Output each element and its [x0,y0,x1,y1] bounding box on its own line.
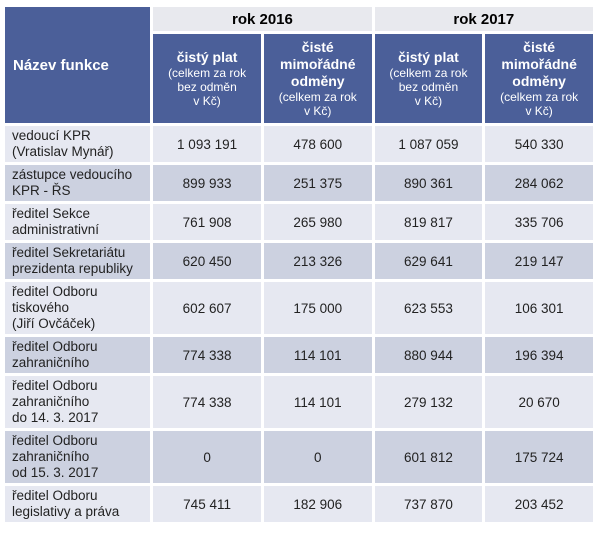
col-header-subtitle: (celkem za rok bez odměn v Kč) [389,66,468,108]
year-header-row: Název funkce rok 2016 rok 2017 [5,7,593,123]
value-cell-2016-odmeny: 213 326 [263,243,372,279]
col-header-subtitle: (celkem za rok bez odměn v Kč) [168,66,247,108]
value-cell-2017-plat: 623 553 [374,282,483,334]
col-header-title: čisté mimořádné odměny [501,39,577,89]
table-row: ředitel Odboru legislativy a práva 745 4… [5,486,593,522]
value-cell-2017-plat: 279 132 [374,376,483,428]
table-row: ředitel Sekce administrativní 761 908 26… [5,204,593,240]
value-cell-2016-odmeny: 265 980 [263,204,372,240]
table-row: ředitel Sekretariátu prezidenta republik… [5,243,593,279]
table-row: ředitel Odboru tiskového (Jiří Ovčáček) … [5,282,593,334]
value-cell-2017-odmeny: 175 724 [485,431,593,483]
value-cell-2016-plat: 1 093 191 [153,126,261,162]
function-name-cell: ředitel Odboru zahraničního od 15. 3. 20… [5,431,151,483]
value-cell-2016-odmeny: 0 [263,431,372,483]
value-cell-2016-plat: 745 411 [153,486,261,522]
function-name-cell: ředitel Odboru zahraničního do 14. 3. 20… [5,376,151,428]
value-cell-2016-odmeny: 478 600 [263,126,372,162]
value-cell-2017-plat: 601 812 [374,431,483,483]
col-header-2017-odmeny: čisté mimořádné odměny (celkem za rok v … [485,34,593,123]
function-name-cell: ředitel Odboru tiskového (Jiří Ovčáček) [5,282,151,334]
table-row: ředitel Odboru zahraničního do 14. 3. 20… [5,376,593,428]
col-header-title: čistý plat [398,49,459,65]
col-header-2017-cisty-plat: čistý plat (celkem za rok bez odměn v Kč… [374,34,483,123]
column-header-row: čistý plat (celkem za rok bez odměn v Kč… [5,34,593,123]
col-header-title: čistý plat [176,49,238,65]
value-cell-2017-plat: 1 087 059 [374,126,483,162]
value-cell-2016-plat: 774 338 [153,337,261,373]
value-cell-2017-odmeny: 20 670 [485,376,593,428]
year-header-2016: rok 2016 [153,7,372,31]
col-header-title: čisté mimořádné odměny [280,39,356,89]
function-name-cell: vedoucí KPR (Vratislav Mynář) [5,126,151,162]
year-header-2017: rok 2017 [374,7,593,31]
value-cell-2017-odmeny: 219 147 [485,243,593,279]
value-cell-2016-plat: 0 [153,431,261,483]
corner-header-nazev-funkce: Název funkce [5,7,151,123]
value-cell-2016-odmeny: 114 101 [263,376,372,428]
value-cell-2017-odmeny: 196 394 [485,337,593,373]
value-cell-2017-odmeny: 335 706 [485,204,593,240]
value-cell-2017-plat: 629 641 [374,243,483,279]
value-cell-2017-plat: 819 817 [374,204,483,240]
value-cell-2017-plat: 890 361 [374,165,483,201]
table-row: ředitel Odboru zahraničního od 15. 3. 20… [5,431,593,483]
salary-table: Název funkce rok 2016 rok 2017 čistý pla… [2,4,596,525]
value-cell-2016-plat: 620 450 [153,243,261,279]
function-name-cell: ředitel Sekce administrativní [5,204,151,240]
table-body: vedoucí KPR (Vratislav Mynář) 1 093 191 … [5,126,593,522]
value-cell-2017-plat: 880 944 [374,337,483,373]
value-cell-2017-plat: 737 870 [374,486,483,522]
col-header-2016-cisty-plat: čistý plat (celkem za rok bez odměn v Kč… [153,34,261,123]
function-name-cell: zástupce vedoucího KPR - ŘS [5,165,151,201]
value-cell-2017-odmeny: 106 301 [485,282,593,334]
value-cell-2016-odmeny: 114 101 [263,337,372,373]
value-cell-2016-plat: 899 933 [153,165,261,201]
value-cell-2016-plat: 774 338 [153,376,261,428]
function-name-cell: ředitel Odboru zahraničního [5,337,151,373]
table-row: zástupce vedoucího KPR - ŘS 899 933 251 … [5,165,593,201]
value-cell-2017-odmeny: 284 062 [485,165,593,201]
value-cell-2016-plat: 602 607 [153,282,261,334]
value-cell-2016-odmeny: 175 000 [263,282,372,334]
function-name-cell: ředitel Sekretariátu prezidenta republik… [5,243,151,279]
value-cell-2017-odmeny: 540 330 [485,126,593,162]
table-row: vedoucí KPR (Vratislav Mynář) 1 093 191 … [5,126,593,162]
col-header-subtitle: (celkem za rok v Kč) [500,90,579,118]
function-name-cell: ředitel Odboru legislativy a práva [5,486,151,522]
value-cell-2016-plat: 761 908 [153,204,261,240]
value-cell-2016-odmeny: 182 906 [263,486,372,522]
value-cell-2016-odmeny: 251 375 [263,165,372,201]
value-cell-2017-odmeny: 203 452 [485,486,593,522]
col-header-subtitle: (celkem za rok v Kč) [278,90,357,118]
table-row: ředitel Odboru zahraničního 774 338 114 … [5,337,593,373]
col-header-2016-odmeny: čisté mimořádné odměny (celkem za rok v … [263,34,372,123]
